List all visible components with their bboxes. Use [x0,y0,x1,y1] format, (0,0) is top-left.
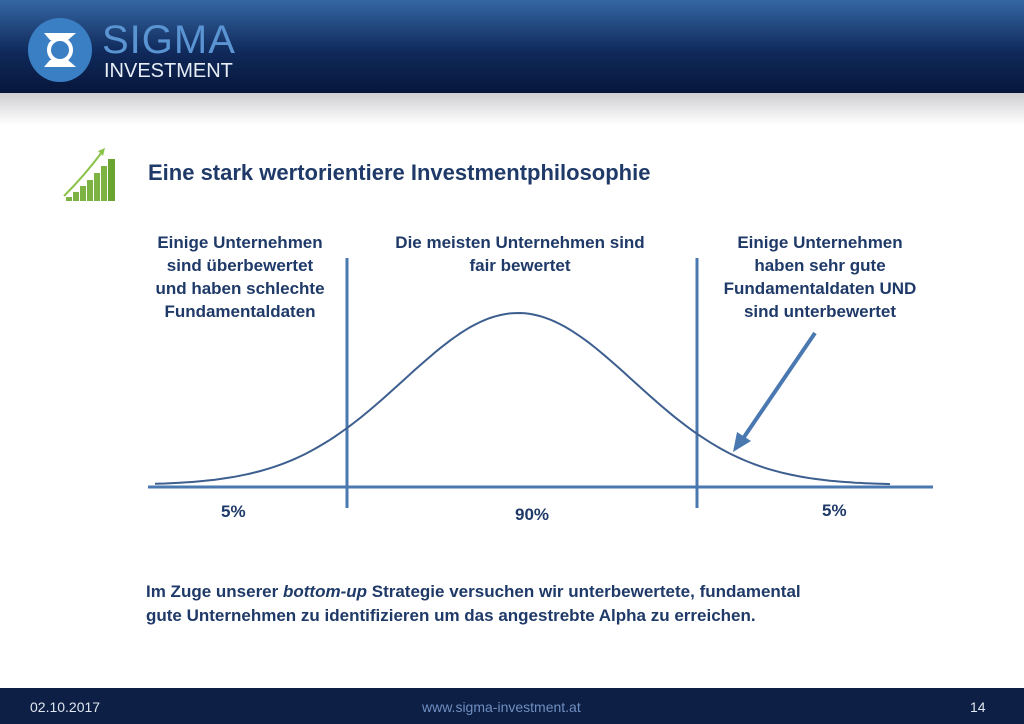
page-title: Eine stark wertorientiere Investmentphil… [148,160,651,185]
label-middle: Die meisten Unternehmen sind fair bewerte… [395,233,645,275]
sigma-logo [28,18,92,82]
label-left: Einige Unternehmen sind überbewertet und h… [155,233,325,321]
header [0,0,1024,93]
footer-url[interactable]: www.sigma-investment.at [422,699,581,715]
logo-text-sigma: SIGMA [102,18,236,62]
footer: 02.10.2017 www.sigma-investment.at 14 [0,688,1024,724]
summary-text: Im Zuge unserer bottom-up Strategie vers… [146,582,801,625]
footer-date: 02.10.2017 [30,699,101,715]
header-shadow [0,93,1024,125]
percent-middle: 90% [515,505,550,524]
bell-curve [154,311,891,486]
percent-left: 5% [221,502,246,521]
percent-right: 5% [822,501,847,520]
growth-chart-icon [63,148,115,201]
label-right: Einige Unternehmen haben sehr gute Fundame… [723,233,917,321]
page-number: 14 [970,699,986,715]
arrow [733,331,817,452]
logo-text-investment: INVESTMENT [104,60,233,82]
